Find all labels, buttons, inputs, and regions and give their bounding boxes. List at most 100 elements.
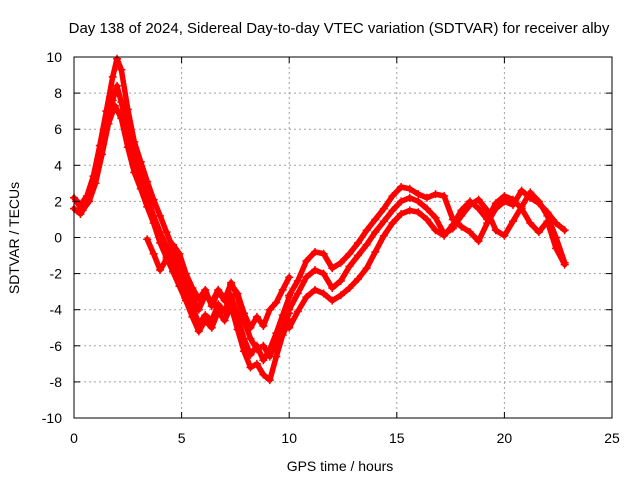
y-tick-label: 10: [46, 49, 62, 65]
data-point-marker: [362, 240, 371, 249]
data-point-marker: [227, 278, 236, 287]
data-point-marker: [431, 213, 440, 222]
data-point-marker: [534, 228, 543, 237]
data-point-marker: [474, 237, 483, 246]
y-tick-label: -10: [42, 410, 62, 426]
data-point-marker: [311, 285, 320, 294]
series-track-7: [285, 191, 569, 332]
data-point-marker: [336, 258, 345, 267]
data-point-marker: [85, 197, 94, 206]
data-point-marker: [414, 208, 423, 217]
data-point-marker: [552, 244, 561, 253]
data-point-marker: [259, 341, 268, 350]
data-point-marker: [560, 260, 569, 269]
data-point-marker: [328, 284, 337, 293]
data-point-marker: [552, 219, 561, 228]
data-point-marker: [181, 296, 190, 305]
data-point-marker: [491, 226, 500, 235]
y-tick-label: 4: [54, 157, 62, 173]
data-point-marker: [388, 219, 397, 228]
data-point-marker: [227, 302, 236, 311]
data-point-marker: [345, 249, 354, 258]
data-point-marker: [414, 197, 423, 206]
data-point-marker: [156, 238, 165, 247]
y-tick-label: 6: [54, 121, 62, 137]
data-point-marker: [293, 289, 302, 298]
data-point-marker: [517, 204, 526, 213]
data-point-marker: [354, 275, 363, 284]
data-point-marker: [175, 249, 184, 258]
data-point-marker: [465, 197, 474, 206]
data-point-marker: [440, 191, 449, 200]
data-point-marker: [149, 249, 158, 258]
data-point-marker: [405, 206, 414, 215]
data-point-marker: [175, 282, 184, 291]
data-point-marker: [233, 293, 242, 302]
data-point-marker: [265, 305, 274, 314]
data-point-marker: [302, 273, 311, 282]
data-point-marker: [149, 219, 158, 228]
data-point-marker: [354, 238, 363, 247]
data-point-marker: [252, 312, 261, 321]
data-point-marker: [319, 269, 328, 278]
data-point-marker: [214, 287, 223, 296]
data-point-marker: [371, 215, 380, 224]
data-point-marker: [201, 316, 210, 325]
axis-ticks: 0 5 10 15 20 25 -10 -8 -6 -4 -2 0 2 4 6 8 10: [42, 49, 620, 446]
data-point-marker: [422, 204, 431, 213]
y-axis-label: SDTVAR / TECUs: [6, 182, 22, 294]
data-point-marker: [252, 359, 261, 368]
data-point-marker: [265, 376, 274, 385]
data-point-marker: [168, 240, 177, 249]
data-point-marker: [328, 296, 337, 305]
data-point-marker: [117, 65, 126, 74]
x-tick-label: 15: [389, 430, 405, 446]
data-point-marker: [285, 323, 294, 332]
data-point-marker: [379, 204, 388, 213]
data-point-marker: [285, 273, 294, 282]
x-tick-label: 20: [497, 430, 513, 446]
grid-lines: [74, 57, 612, 418]
data-point-marker: [431, 226, 440, 235]
data-point-marker: [207, 302, 216, 311]
data-point-marker: [272, 338, 281, 347]
series-line: [73, 102, 292, 383]
data-point-marker: [414, 190, 423, 199]
data-point-marker: [97, 150, 106, 159]
data-point-marker: [371, 228, 380, 237]
y-tick-label: -6: [50, 338, 63, 354]
data-point-marker: [285, 291, 294, 300]
chart-title: Day 138 of 2024, Sidereal Day-to-day VTE…: [69, 20, 610, 37]
data-point-marker: [379, 217, 388, 226]
data-point-marker: [534, 197, 543, 206]
data-point-marker: [136, 184, 145, 193]
data-point-marker: [362, 264, 371, 273]
data-point-marker: [78, 206, 87, 215]
data-point-marker: [168, 267, 177, 276]
data-point-marker: [293, 276, 302, 285]
data-point-marker: [246, 334, 255, 343]
data-point-marker: [201, 285, 210, 294]
y-tick-label: -4: [50, 302, 63, 318]
data-point-marker: [214, 307, 223, 316]
x-tick-label: 10: [281, 430, 297, 446]
data-point-marker: [207, 323, 216, 332]
data-point-marker: [543, 217, 552, 226]
data-point-marker: [328, 264, 337, 273]
data-point-marker: [143, 235, 152, 244]
data-point-marker: [345, 262, 354, 271]
data-point-marker: [104, 119, 113, 128]
data-point-marker: [311, 247, 320, 256]
data-point-marker: [188, 312, 197, 321]
y-tick-label: -8: [50, 374, 63, 390]
data-point-marker: [130, 168, 139, 177]
data-point-marker: [465, 228, 474, 237]
series-track-3: [72, 101, 294, 385]
data-point-marker: [422, 193, 431, 202]
data-point-marker: [302, 256, 311, 265]
data-point-marker: [278, 285, 287, 294]
data-point-marker: [246, 363, 255, 372]
data-point-marker: [91, 179, 100, 188]
data-point-marker: [259, 370, 268, 379]
